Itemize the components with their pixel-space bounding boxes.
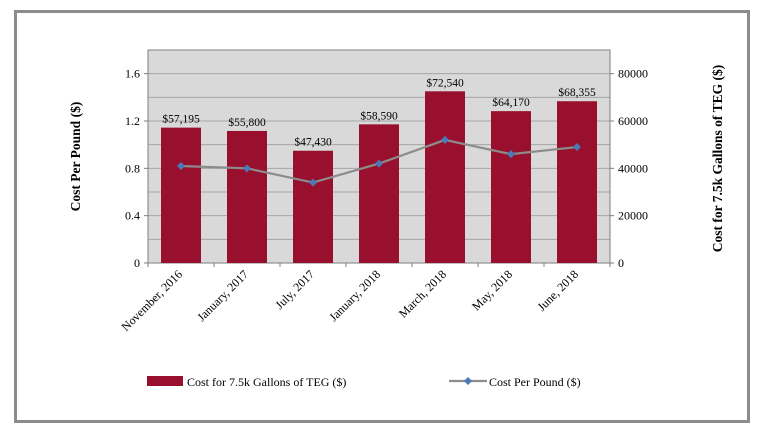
bar-value-label: $68,355 — [558, 86, 596, 99]
line-point — [507, 150, 515, 159]
left-axis-title: Cost Per Pound ($) — [68, 102, 83, 212]
bar — [161, 127, 201, 264]
right-tick-label: 60000 — [618, 114, 648, 128]
bar-value-label: $64,170 — [492, 96, 530, 109]
bar — [227, 130, 267, 263]
x-tick-label: March, 2018 — [396, 267, 449, 320]
right-tick-label: 80000 — [618, 67, 648, 81]
x-tick-label: January, 2018 — [326, 267, 383, 324]
bar-value-label: $72,540 — [426, 76, 464, 89]
right-tick-label: 20000 — [618, 209, 648, 223]
left-tick-label: 0 — [134, 256, 140, 270]
bar — [557, 101, 597, 263]
bar-value-label: $55,800 — [228, 116, 266, 129]
left-tick-label: 0.8 — [125, 161, 140, 175]
legend-line-marker — [464, 377, 472, 385]
bar — [491, 111, 531, 263]
bar-value-label: $47,430 — [294, 136, 332, 149]
left-tick-label: 1.2 — [125, 114, 140, 128]
left-tick-label: 0.4 — [125, 209, 140, 223]
line-point — [243, 164, 251, 173]
line-point — [309, 178, 317, 187]
right-tick-label: 0 — [618, 256, 624, 270]
bar — [293, 150, 333, 263]
x-tick-label: July, 2017 — [272, 267, 317, 312]
legend-bar-label: Cost for 7.5k Gallons of TEG ($) — [187, 375, 346, 389]
line-point — [441, 135, 449, 144]
bar — [425, 91, 465, 264]
left-tick-label: 1.6 — [125, 67, 140, 81]
bar-value-label: $58,590 — [360, 109, 398, 122]
legend-bar-swatch — [147, 376, 183, 386]
bar-value-label: $57,195 — [162, 113, 200, 126]
x-tick-label: November, 2016 — [119, 267, 186, 334]
line-point — [573, 143, 581, 152]
legend-line-label: Cost Per Pound ($) — [489, 375, 581, 389]
x-tick-label: June, 2018 — [534, 267, 581, 314]
right-axis-title: Cost for 7.5k Gallons of TEG ($) — [710, 65, 725, 252]
x-tick-label: May, 2018 — [469, 267, 515, 313]
combo-chart: 0 0.4 0.8 1.2 1.6 0 20000 40000 60000 80000 $57,19… — [68, 49, 725, 389]
line-point — [375, 159, 383, 168]
chart-frame: 0 0.4 0.8 1.2 1.6 0 20000 40000 60000 80000 $57,19… — [14, 10, 750, 423]
bar — [359, 124, 399, 263]
right-tick-label: 40000 — [618, 161, 648, 175]
x-tick-label: January, 2017 — [194, 267, 251, 324]
line-point — [177, 161, 185, 170]
